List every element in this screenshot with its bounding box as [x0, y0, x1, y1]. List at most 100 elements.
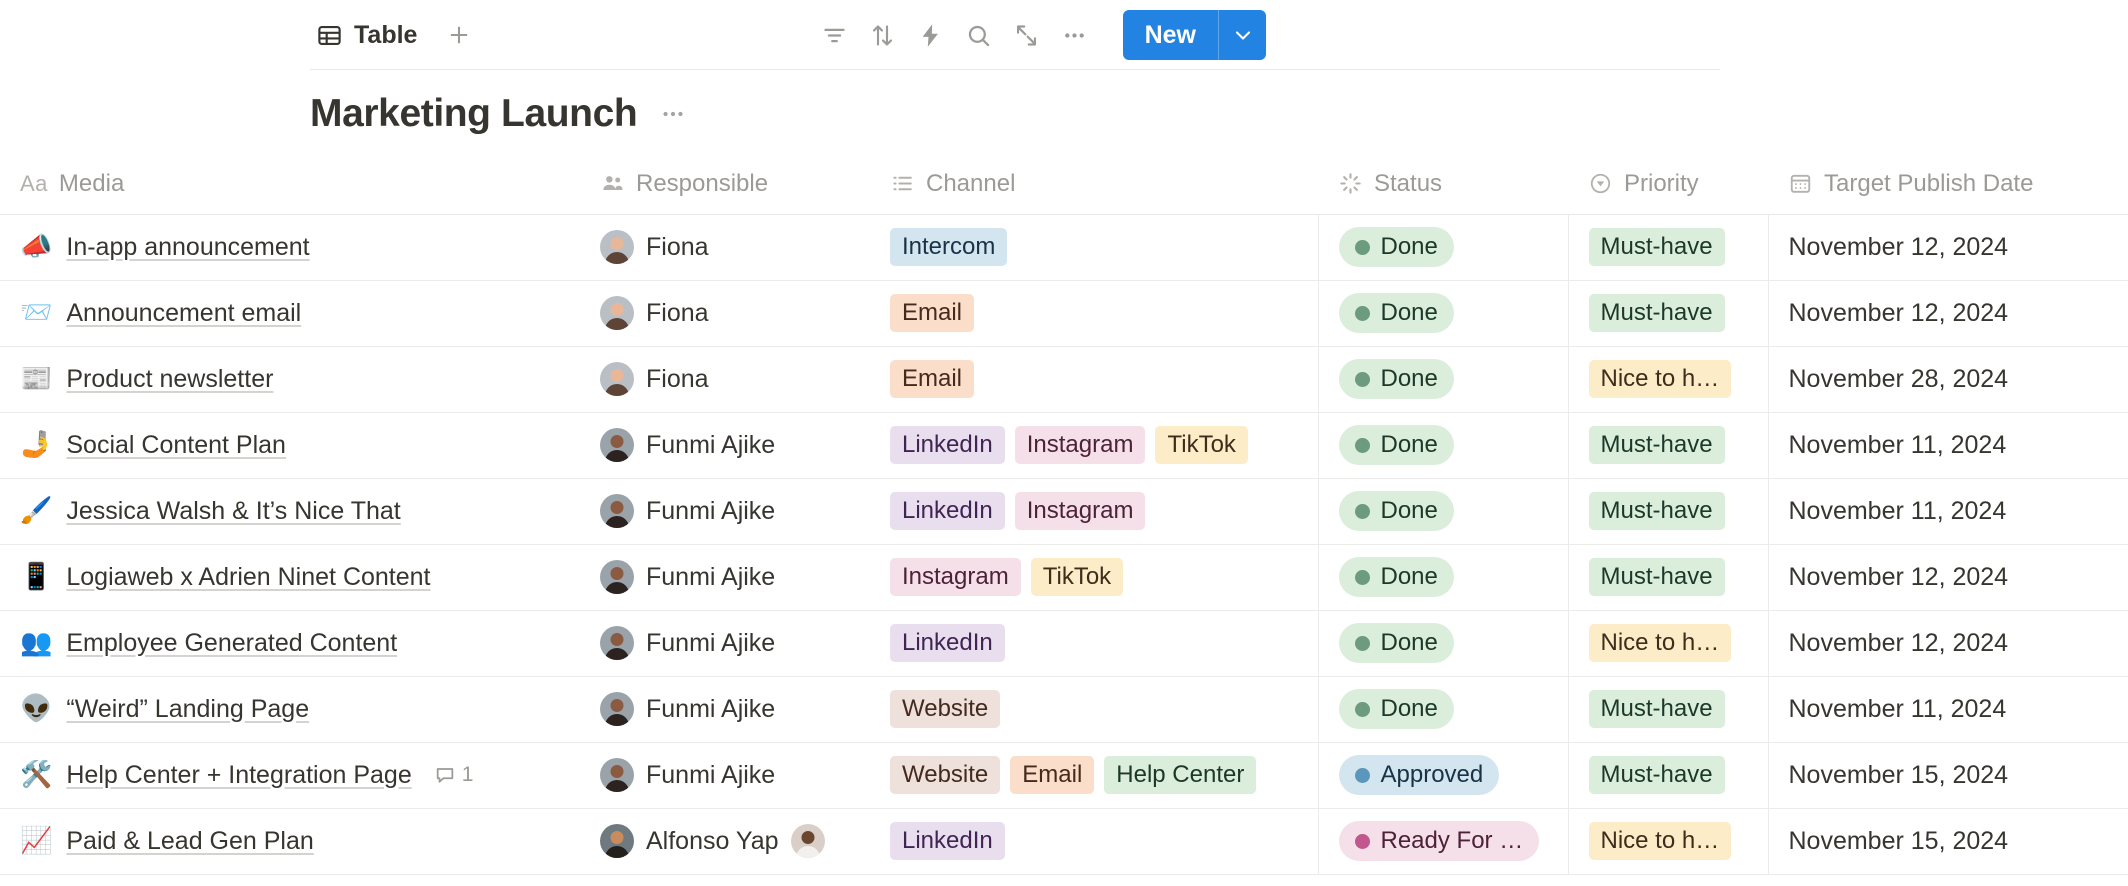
status-badge[interactable]: Done [1338, 623, 1454, 663]
cell-media[interactable]: 🤳 Social Content Plan [0, 412, 580, 479]
table-row[interactable]: 🤳 Social Content Plan Funmi Ajike Linked… [0, 412, 2128, 479]
channel-tag[interactable]: Instagram [1014, 492, 1146, 530]
search-icon[interactable] [955, 11, 1003, 59]
cell-status[interactable]: Ready For … [1317, 808, 1568, 875]
cell-media[interactable]: 🛠️ Help Center + Integration Page 1 [0, 742, 580, 809]
cell-channel[interactable]: LinkedIn [870, 610, 1318, 677]
add-view-button[interactable] [445, 21, 473, 49]
cell-responsible[interactable]: Funmi Ajike [580, 412, 870, 479]
cell-priority[interactable]: Nice to h… [1567, 808, 1768, 875]
cell-target-publish-date[interactable]: November 11, 2024 [1767, 412, 2128, 479]
cell-media[interactable]: 📨 Announcement email [0, 280, 580, 347]
table-row[interactable]: 👽 “Weird” Landing Page Funmi Ajike Websi… [0, 676, 2128, 743]
automation-lightning-icon[interactable] [907, 11, 955, 59]
cell-target-publish-date[interactable]: November 12, 2024 [1767, 214, 2128, 281]
media-title[interactable]: Product newsletter [66, 364, 274, 393]
cell-status[interactable]: Done [1317, 544, 1568, 611]
cell-priority[interactable]: Must-have [1567, 280, 1768, 347]
priority-tag[interactable]: Must-have [1588, 690, 1725, 728]
column-header-responsible[interactable]: Responsible [580, 154, 870, 215]
channel-tag[interactable]: Intercom [890, 228, 1008, 266]
status-badge[interactable]: Done [1338, 425, 1454, 465]
priority-tag[interactable]: Nice to h… [1588, 360, 1732, 398]
media-title[interactable]: In-app announcement [66, 232, 310, 261]
cell-status[interactable]: Done [1317, 346, 1568, 413]
cell-priority[interactable]: Nice to h… [1567, 346, 1768, 413]
cell-channel[interactable]: Website [870, 676, 1318, 743]
status-badge[interactable]: Done [1338, 689, 1454, 729]
view-tab-table[interactable]: Table [310, 17, 423, 54]
cell-responsible[interactable]: Alfonso Yap [580, 808, 870, 875]
status-badge[interactable]: Ready For … [1338, 821, 1540, 861]
new-dropdown-chevron-down-icon[interactable] [1218, 10, 1266, 60]
filter-icon[interactable] [811, 11, 859, 59]
cell-responsible[interactable]: Funmi Ajike [580, 544, 870, 611]
channel-tag[interactable]: LinkedIn [890, 492, 1005, 530]
table-row[interactable]: 🛠️ Help Center + Integration Page 1 Funm… [0, 742, 2128, 809]
media-title[interactable]: Social Content Plan [66, 430, 286, 459]
media-title[interactable]: Jessica Walsh & It’s Nice That [66, 496, 401, 525]
channel-tag[interactable]: LinkedIn [890, 822, 1005, 860]
column-header-status[interactable]: Status [1318, 154, 1568, 215]
table-row[interactable]: 👥 Employee Generated Content Funmi Ajike… [0, 610, 2128, 677]
column-header-target-publish-date[interactable]: Target Publish Date [1768, 154, 2128, 215]
channel-tag[interactable]: LinkedIn [890, 624, 1005, 662]
cell-priority[interactable]: Must-have [1567, 742, 1768, 809]
cell-responsible[interactable]: Funmi Ajike [580, 742, 870, 809]
status-badge[interactable]: Approved [1338, 755, 1500, 795]
cell-media[interactable]: 📱 Logiaweb x Adrien Ninet Content [0, 544, 580, 611]
status-badge[interactable]: Done [1338, 491, 1454, 531]
media-title[interactable]: Employee Generated Content [66, 628, 398, 657]
cell-status[interactable]: Approved [1317, 742, 1568, 809]
cell-status[interactable]: Done [1317, 412, 1568, 479]
cell-status[interactable]: Done [1317, 280, 1568, 347]
table-row[interactable]: 📨 Announcement email Fiona Email Done Mu… [0, 280, 2128, 347]
priority-tag[interactable]: Must-have [1588, 756, 1725, 794]
new-button[interactable]: New [1123, 10, 1218, 60]
media-title[interactable]: Logiaweb x Adrien Ninet Content [66, 562, 431, 591]
cell-target-publish-date[interactable]: November 28, 2024 [1767, 346, 2128, 413]
cell-channel[interactable]: LinkedIn Instagram TikTok [870, 412, 1318, 479]
more-options-icon[interactable] [1051, 11, 1099, 59]
channel-tag[interactable]: Email [890, 360, 975, 398]
table-row[interactable]: 📱 Logiaweb x Adrien Ninet Content Funmi … [0, 544, 2128, 611]
ellipsis-icon[interactable] [659, 100, 687, 128]
priority-tag[interactable]: Must-have [1588, 426, 1725, 464]
expand-icon[interactable] [1003, 11, 1051, 59]
column-header-priority[interactable]: Priority [1568, 154, 1768, 215]
cell-media[interactable]: 🖌️ Jessica Walsh & It’s Nice That [0, 478, 580, 545]
cell-priority[interactable]: Nice to h… [1567, 610, 1768, 677]
cell-target-publish-date[interactable]: November 12, 2024 [1767, 610, 2128, 677]
cell-responsible[interactable]: Fiona [580, 280, 870, 347]
cell-target-publish-date[interactable]: November 12, 2024 [1767, 544, 2128, 611]
column-header-media[interactable]: Aa Media [0, 154, 580, 215]
cell-media[interactable]: 👥 Employee Generated Content [0, 610, 580, 677]
cell-channel[interactable]: Intercom [870, 214, 1318, 281]
cell-responsible[interactable]: Fiona [580, 214, 870, 281]
priority-tag[interactable]: Must-have [1588, 228, 1725, 266]
channel-tag[interactable]: TikTok [1030, 558, 1124, 596]
priority-tag[interactable]: Nice to h… [1588, 822, 1732, 860]
cell-priority[interactable]: Must-have [1567, 478, 1768, 545]
cell-media[interactable]: 📰 Product newsletter [0, 346, 580, 413]
priority-tag[interactable]: Must-have [1588, 558, 1725, 596]
comment-count[interactable]: 1 [434, 763, 473, 787]
cell-priority[interactable]: Must-have [1567, 544, 1768, 611]
cell-target-publish-date[interactable]: November 15, 2024 [1767, 742, 2128, 809]
channel-tag[interactable]: Website [890, 756, 1001, 794]
priority-tag[interactable]: Nice to h… [1588, 624, 1732, 662]
cell-channel[interactable]: Instagram TikTok [870, 544, 1318, 611]
cell-target-publish-date[interactable]: November 11, 2024 [1767, 676, 2128, 743]
cell-responsible[interactable]: Fiona [580, 346, 870, 413]
cell-status[interactable]: Done [1317, 214, 1568, 281]
cell-priority[interactable]: Must-have [1567, 214, 1768, 281]
media-title[interactable]: Announcement email [66, 298, 302, 327]
cell-channel[interactable]: Website Email Help Center [870, 742, 1318, 809]
media-title[interactable]: “Weird” Landing Page [66, 694, 310, 723]
table-row[interactable]: 🖌️ Jessica Walsh & It’s Nice That Funmi … [0, 478, 2128, 545]
status-badge[interactable]: Done [1338, 293, 1454, 333]
status-badge[interactable]: Done [1338, 227, 1454, 267]
status-badge[interactable]: Done [1338, 359, 1454, 399]
channel-tag[interactable]: Email [890, 294, 975, 332]
cell-status[interactable]: Done [1317, 610, 1568, 677]
